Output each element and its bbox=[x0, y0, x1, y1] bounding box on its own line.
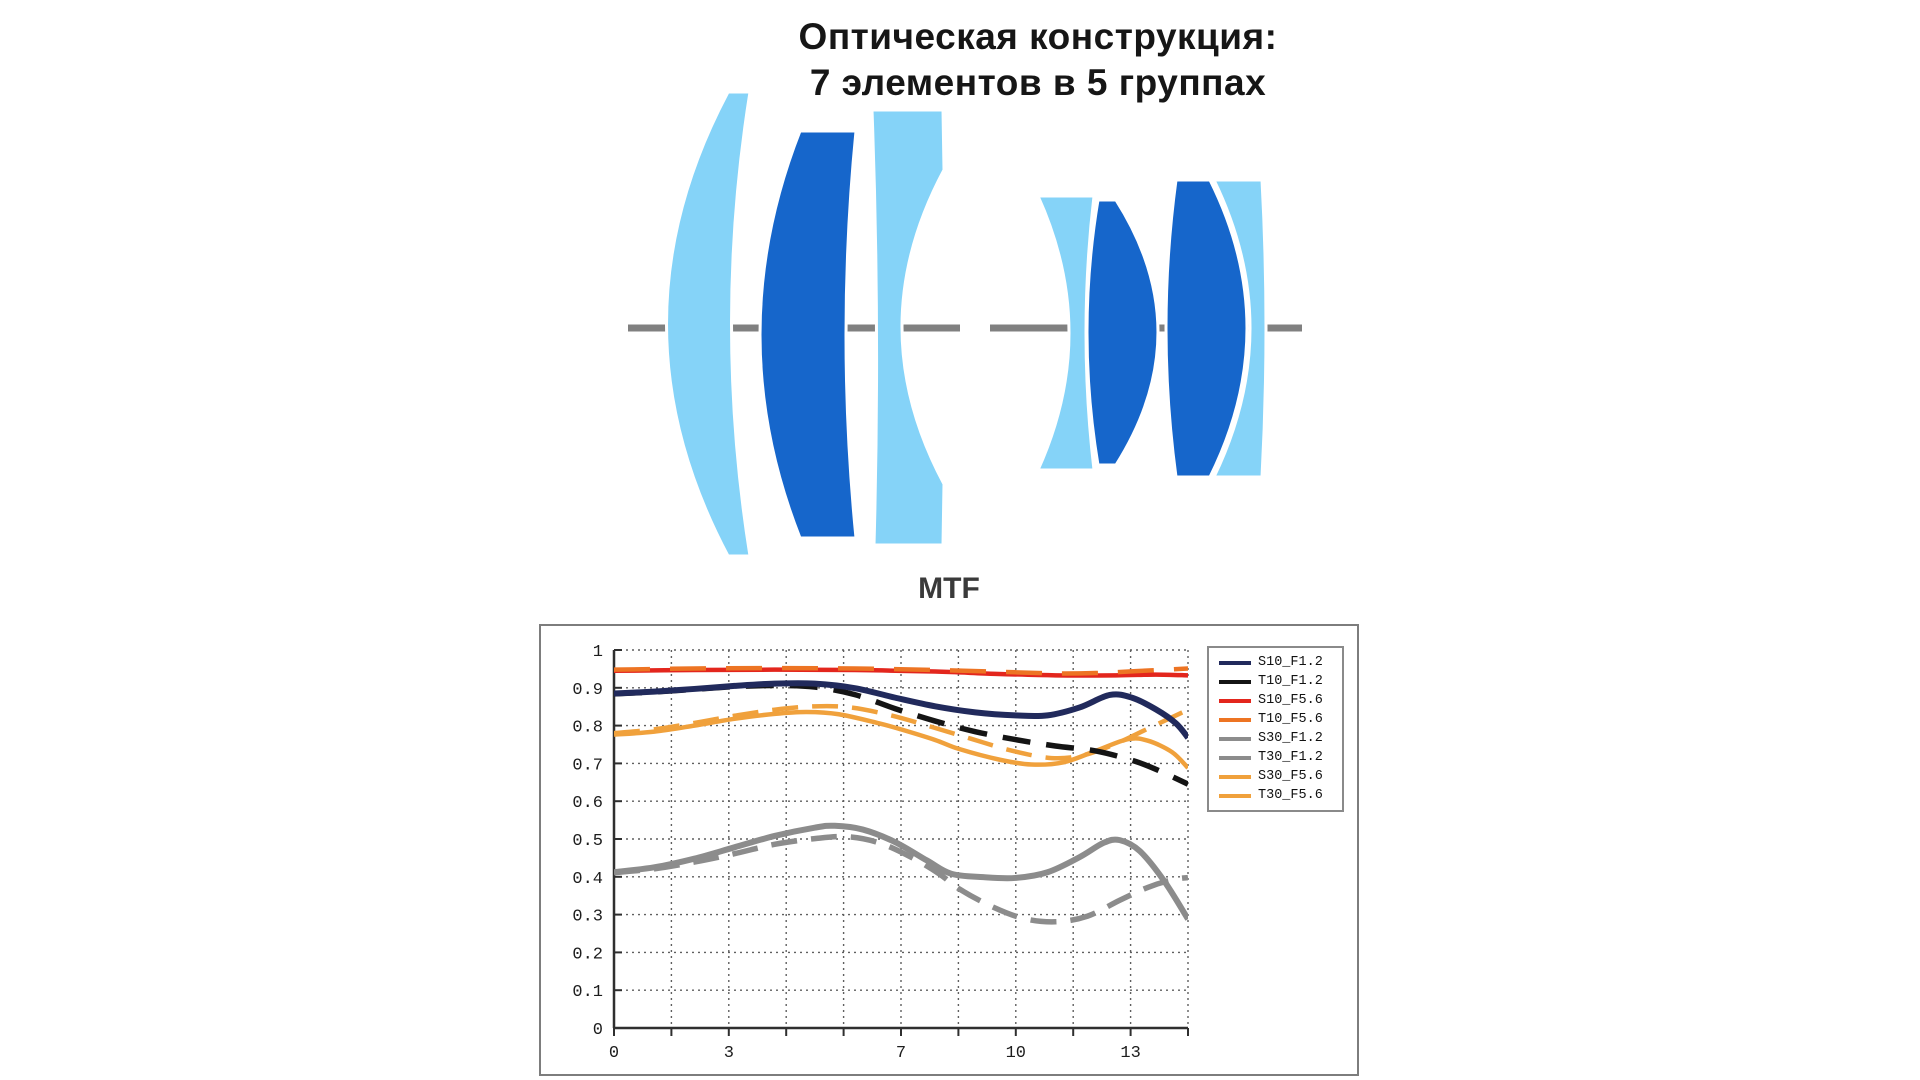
chart-legend: S10_F1.2 T10_F1.2 S10_F5.6 T10_F5.6 S30_F1.2… bbox=[1207, 646, 1344, 812]
legend-label: S30_F5.6 bbox=[1258, 769, 1323, 784]
legend-label: T30_F5.6 bbox=[1258, 788, 1323, 803]
legend-label: S10_F5.6 bbox=[1258, 693, 1323, 708]
legend-swatch bbox=[1219, 793, 1251, 798]
lens-element-6 bbox=[1164, 178, 1249, 479]
y-tick-label: 0 bbox=[593, 1021, 603, 1040]
series-S10_F1.2 bbox=[614, 680, 1188, 740]
y-tick-label: 0.9 bbox=[572, 681, 603, 700]
legend-label: S10_F1.2 bbox=[1258, 655, 1323, 670]
legend-label: S30_F1.2 bbox=[1258, 731, 1323, 746]
series-T30_F5.6 bbox=[614, 703, 1188, 761]
y-tick-label: 0.1 bbox=[572, 983, 603, 1002]
legend-item: S30_F5.6 bbox=[1209, 768, 1342, 785]
legend-item: T10_F5.6 bbox=[1209, 711, 1342, 728]
legend-label: T10_F1.2 bbox=[1258, 674, 1323, 689]
x-tick-label: 3 bbox=[724, 1044, 734, 1063]
mtf-chart-panel: 0 0.1 0.2 0.3 0.4 0.5 0.6 0.7 0.8 0.9 1 0 3 7 10 13 S10… bbox=[539, 624, 1359, 1076]
x-tick-label: 7 bbox=[896, 1044, 906, 1063]
legend-swatch bbox=[1219, 698, 1251, 703]
series-S30_F1.2 bbox=[614, 822, 1188, 921]
legend-item: T30_F5.6 bbox=[1209, 787, 1342, 804]
lens-element-4 bbox=[1035, 194, 1096, 472]
x-tick-label: 10 bbox=[1006, 1044, 1026, 1063]
legend-swatch bbox=[1219, 755, 1251, 760]
page-title-line1: Оптическая конструкция: bbox=[798, 16, 1278, 57]
lens-diagram bbox=[628, 90, 1302, 558]
lens-element-2 bbox=[758, 129, 858, 540]
legend-item: T30_F1.2 bbox=[1209, 749, 1342, 766]
y-tick-label: 0.2 bbox=[572, 945, 603, 964]
lens-element-7 bbox=[1211, 178, 1268, 479]
legend-label: T10_F5.6 bbox=[1258, 712, 1323, 727]
lens-element-5 bbox=[1085, 198, 1160, 467]
legend-label: T30_F1.2 bbox=[1258, 750, 1323, 765]
legend-item: S10_F1.2 bbox=[1209, 654, 1342, 671]
x-tick-label: 13 bbox=[1120, 1044, 1140, 1063]
y-tick-label: 0.3 bbox=[572, 908, 603, 927]
lens-element-1 bbox=[665, 90, 752, 558]
series-T10_F5.6 bbox=[614, 665, 1188, 676]
y-tick-label: 0.4 bbox=[572, 870, 603, 889]
series-T30_F1.2 bbox=[614, 833, 1188, 925]
legend-item: T10_F1.2 bbox=[1209, 673, 1342, 690]
chart-title: MTF bbox=[918, 572, 980, 605]
y-tick-label: 0.6 bbox=[572, 794, 603, 813]
legend-swatch bbox=[1219, 679, 1251, 684]
legend-item: S10_F5.6 bbox=[1209, 692, 1342, 709]
y-tick-label: 0.8 bbox=[572, 719, 603, 738]
legend-swatch bbox=[1219, 736, 1251, 741]
legend-swatch bbox=[1219, 774, 1251, 779]
y-tick-label: 0.5 bbox=[572, 832, 603, 851]
x-tick-label: 0 bbox=[609, 1044, 619, 1063]
legend-swatch bbox=[1219, 717, 1251, 722]
page-title-line2: 7 элементов в 5 группах bbox=[809, 62, 1267, 103]
mtf-plot: 00.10.20.30.40.50.60.70.80.910 3 7 10 13 bbox=[572, 643, 1189, 1063]
y-tick-label: 0.7 bbox=[572, 756, 603, 775]
page-title: Оптическая конструкция: 7 элементов в 5 … bbox=[558, 14, 1518, 106]
y-tick-label: 1 bbox=[593, 643, 603, 662]
legend-item: S30_F1.2 bbox=[1209, 730, 1342, 747]
lens-element-3 bbox=[870, 108, 946, 547]
legend-swatch bbox=[1219, 660, 1251, 665]
